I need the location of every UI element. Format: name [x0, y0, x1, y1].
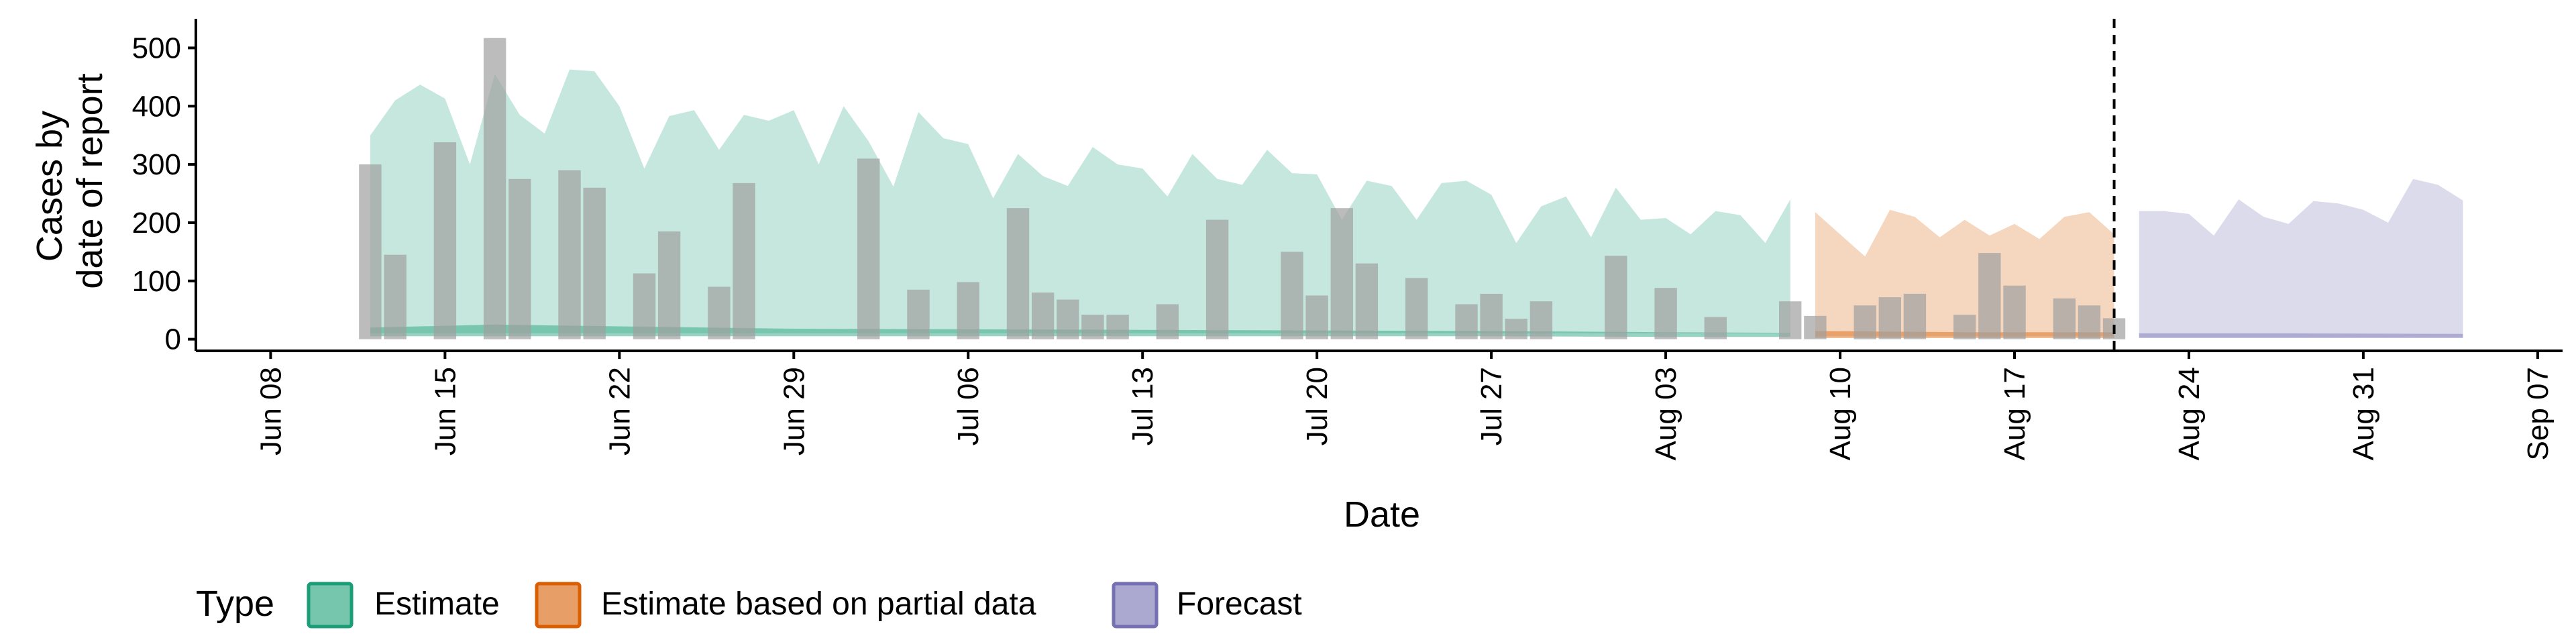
bars	[359, 38, 2126, 339]
bar	[1405, 278, 1428, 339]
legend-item-forecast: Forecast	[1112, 582, 1302, 629]
bar	[1978, 253, 2001, 339]
ribbon-inner-2	[2139, 333, 2463, 338]
y-axis-ticks: 0 100 200 300 400 500	[132, 32, 196, 356]
y-axis-title: Cases by date of report	[30, 73, 110, 288]
ribbon-outer-2	[2139, 178, 2463, 337]
legend-key-forecast	[1112, 582, 1159, 629]
x-tick-label: Sep 07	[2522, 367, 2555, 460]
bar	[708, 286, 731, 339]
y-axis-title-line-2: date of report	[70, 73, 110, 288]
x-tick-label: Jun 22	[603, 367, 636, 455]
bar	[1455, 304, 1478, 339]
bar	[1903, 293, 1927, 339]
legend-label-estimate: Estimate	[374, 586, 500, 622]
y-tick-label: 0	[165, 323, 181, 356]
y-tick-label: 500	[132, 32, 181, 64]
bar	[583, 187, 606, 339]
bar	[384, 254, 407, 339]
bar	[1156, 304, 1179, 339]
bar	[1605, 256, 1627, 339]
x-tick-label: Jul 06	[952, 367, 985, 445]
bar	[483, 38, 506, 339]
x-tick-label: Aug 10	[1824, 367, 1857, 460]
bar	[558, 170, 581, 339]
bar	[433, 142, 457, 339]
bar	[1779, 301, 1802, 339]
bar	[1031, 292, 1055, 339]
x-tick-label: Jun 08	[254, 367, 287, 455]
bar	[733, 182, 755, 339]
x-axis-ticks: Jun 08 Jun 15 Jun 22 Jun 29 Jul 06 Jul 13 Jul …	[254, 351, 2555, 460]
bar	[2053, 298, 2076, 339]
legend: Type Estimate Estimate based on partial …	[196, 582, 1302, 629]
x-tick-label: Aug 24	[2173, 367, 2206, 460]
legend-label-partial: Estimate based on partial data	[601, 586, 1036, 622]
bar	[1081, 315, 1104, 339]
x-tick-label: Jun 29	[777, 367, 810, 455]
bar	[1804, 315, 1827, 339]
bar	[1704, 317, 1727, 339]
x-tick-label: Jun 15	[429, 367, 462, 455]
legend-title: Type	[196, 584, 274, 624]
y-axis-title-line-1: Cases by	[30, 111, 70, 262]
x-tick-label: Jul 13	[1126, 367, 1159, 445]
bar	[907, 289, 930, 339]
bar	[1106, 315, 1129, 339]
plot-area: 0 100 200 300 400 500 Jun 08 Jun 15 Jun 22 Jun 2…	[132, 19, 2563, 460]
bar	[1006, 208, 1030, 339]
x-tick-label: Aug 17	[1998, 367, 2031, 460]
bar	[1505, 319, 1527, 339]
bar	[2078, 305, 2101, 339]
bar	[1854, 305, 1876, 339]
x-tick-label: Jul 27	[1475, 367, 1508, 445]
bar	[957, 282, 979, 339]
ribbon-outer-0	[370, 69, 1790, 333]
bar	[1355, 263, 1379, 339]
y-tick-label: 300	[132, 148, 181, 181]
bar	[1878, 297, 1901, 339]
legend-item-estimate: Estimate	[307, 582, 500, 629]
legend-key-estimate	[307, 582, 354, 629]
x-axis-title: Date	[1344, 494, 1420, 535]
legend-item-partial: Estimate based on partial data	[535, 582, 1036, 629]
x-tick-label: Jul 20	[1301, 367, 1334, 445]
bar	[1654, 288, 1677, 339]
bar	[1480, 293, 1503, 339]
bar	[1953, 315, 1976, 339]
bar	[508, 178, 531, 339]
bar	[1281, 252, 1303, 339]
x-tick-label: Aug 03	[1650, 367, 1682, 460]
bar	[857, 158, 880, 339]
bar	[1305, 295, 1328, 339]
y-tick-label: 200	[132, 207, 181, 239]
bar	[1205, 219, 1229, 339]
y-tick-label: 400	[132, 90, 181, 123]
bar	[1330, 208, 1353, 339]
bar	[2003, 285, 2026, 339]
bar	[633, 273, 656, 339]
bar	[1057, 299, 1079, 339]
y-tick-label: 100	[132, 265, 181, 298]
legend-label-forecast: Forecast	[1177, 586, 1302, 622]
bar	[1529, 301, 1553, 339]
x-tick-label: Aug 31	[2347, 367, 2380, 460]
bar	[359, 164, 382, 339]
bar	[657, 231, 681, 339]
legend-key-partial	[535, 582, 582, 629]
